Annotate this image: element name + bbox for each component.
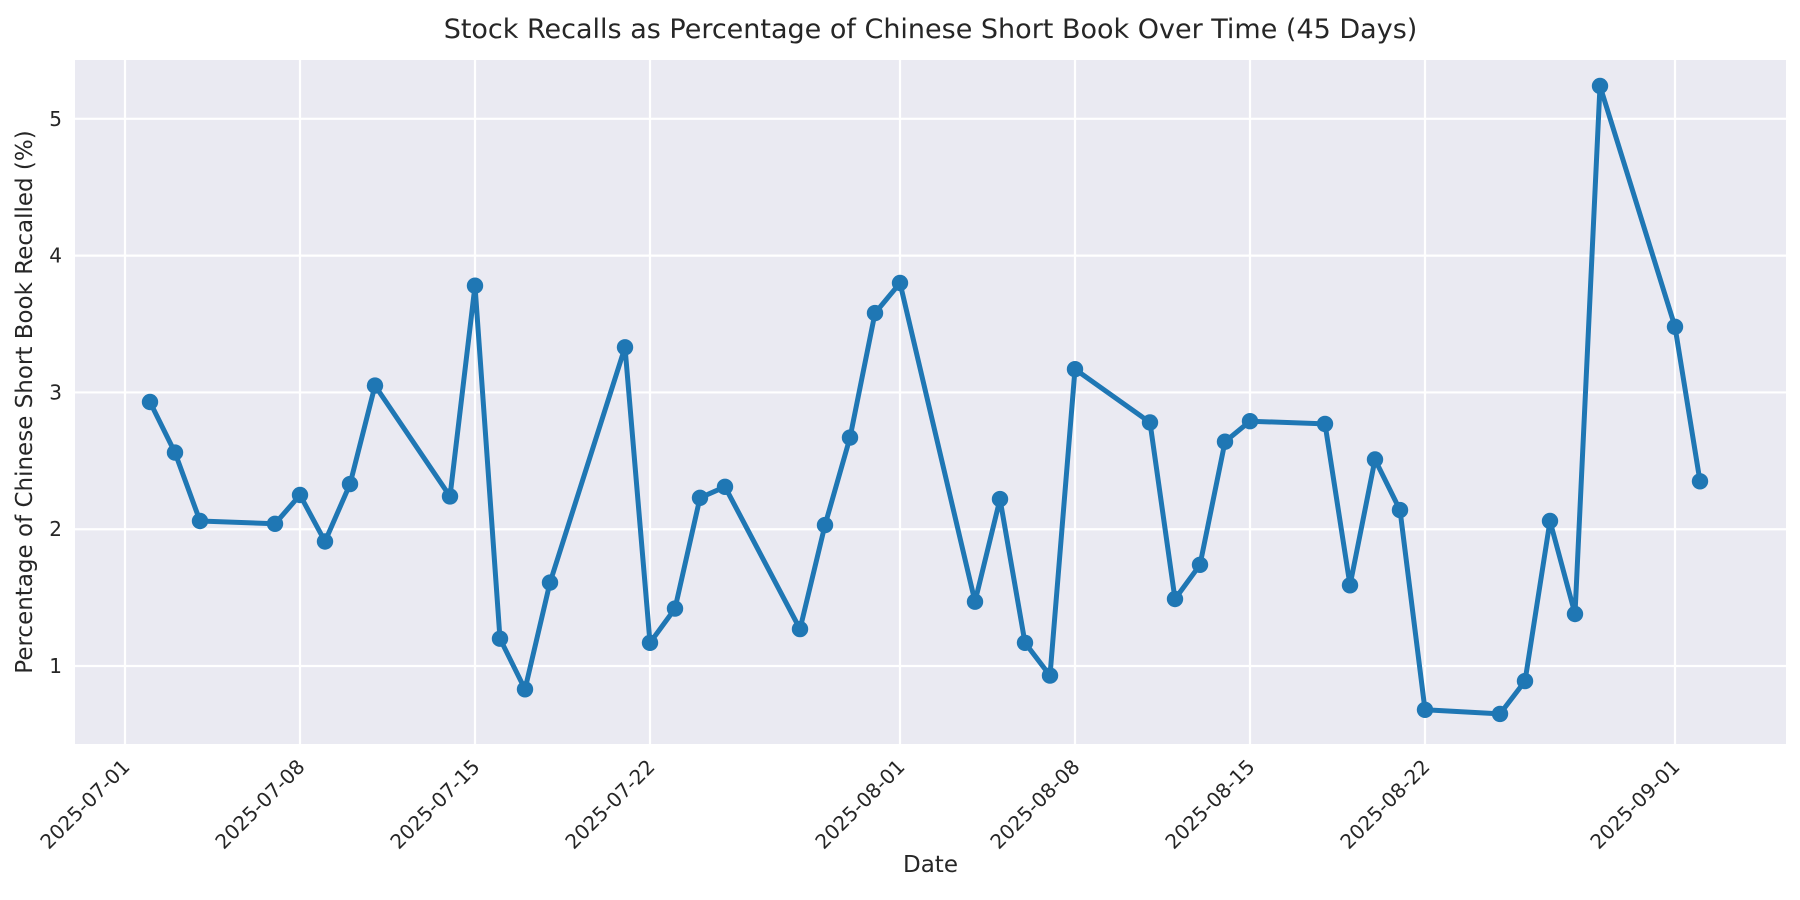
data-point-marker	[291, 486, 309, 504]
data-point-marker	[1216, 433, 1234, 450]
data-point-marker	[1416, 701, 1434, 718]
data-point-marker	[1666, 318, 1684, 335]
data-point-marker	[516, 681, 534, 698]
data-point-marker	[1241, 413, 1259, 430]
data-point-marker	[266, 515, 284, 532]
data-point-marker	[541, 574, 559, 591]
data-point-marker	[991, 490, 1009, 508]
data-point-marker	[1016, 634, 1034, 651]
data-point-marker	[466, 277, 484, 294]
data-point-marker	[791, 620, 809, 638]
x-tick-label: 2025-09-01	[1585, 755, 1684, 854]
data-point-marker	[816, 516, 834, 534]
x-tick-label: 2025-08-22	[1335, 755, 1434, 854]
x-tick-label: 2025-08-15	[1160, 755, 1259, 854]
data-point-marker	[1491, 705, 1509, 723]
data-point-marker	[366, 377, 384, 394]
data-point-marker	[166, 444, 184, 461]
data-point-marker	[866, 304, 884, 322]
x-tick-label: 2025-07-01	[35, 755, 134, 854]
x-tick-label: 2025-07-08	[210, 755, 309, 854]
y-tick-label: 2	[49, 517, 62, 541]
data-point-marker	[491, 630, 509, 647]
data-point-marker	[316, 533, 334, 550]
data-point-marker	[141, 393, 159, 411]
chart-title: Stock Recalls as Percentage of Chinese S…	[444, 14, 1418, 45]
data-point-marker	[691, 489, 709, 506]
data-point-marker	[1566, 605, 1584, 623]
x-tick-label: 2025-08-08	[985, 755, 1084, 854]
data-point-marker	[1141, 414, 1159, 431]
data-point-marker	[1691, 473, 1709, 490]
y-tick-label: 3	[49, 380, 62, 404]
data-point-marker	[191, 512, 209, 530]
x-tick-label: 2025-07-15	[385, 755, 484, 854]
y-axis-label: Percentage of Chinese Short Book Recalle…	[12, 130, 38, 673]
y-tick-label: 1	[49, 654, 62, 678]
data-point-marker	[891, 274, 909, 292]
x-tick-label: 2025-07-22	[560, 755, 659, 854]
data-point-marker	[1166, 590, 1184, 608]
y-tick-label: 4	[49, 244, 62, 268]
data-point-marker	[966, 593, 984, 610]
data-point-marker	[1066, 361, 1084, 378]
data-point-marker	[1541, 512, 1559, 530]
data-point-marker	[841, 429, 859, 446]
data-point-marker	[1391, 501, 1409, 519]
data-point-marker	[1041, 667, 1059, 684]
data-point-marker	[341, 475, 359, 493]
data-point-marker	[1191, 556, 1209, 573]
data-point-marker	[1316, 415, 1334, 433]
data-point-marker	[1591, 77, 1609, 95]
data-point-marker	[716, 478, 734, 495]
x-tick-label: 2025-08-01	[810, 755, 909, 854]
data-point-marker	[641, 634, 659, 651]
data-point-marker	[1366, 451, 1384, 468]
data-point-marker	[1516, 672, 1534, 690]
x-axis-label: Date	[903, 852, 958, 878]
data-point-marker	[1341, 577, 1359, 594]
y-tick-label: 5	[49, 107, 62, 131]
data-point-marker	[441, 488, 459, 505]
data-point-marker	[616, 339, 634, 356]
data-point-marker	[666, 600, 684, 617]
